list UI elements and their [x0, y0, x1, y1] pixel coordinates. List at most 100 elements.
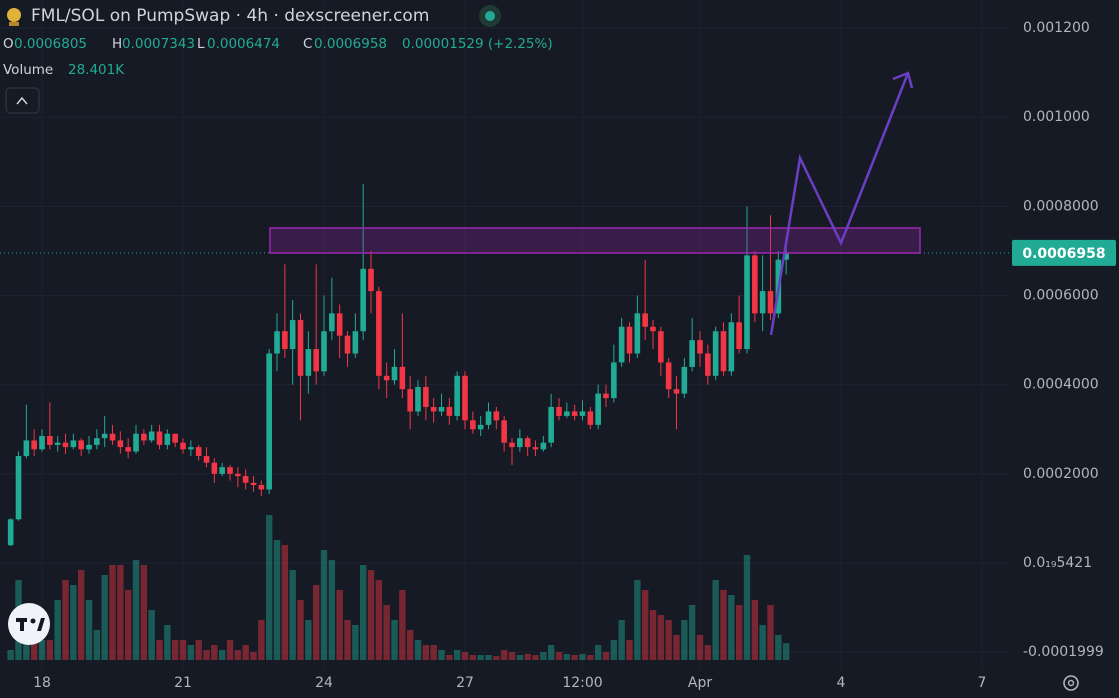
x-tick-label: 21 [174, 675, 192, 691]
ohlc-value: 0.0006958 [314, 36, 387, 52]
candle-body [313, 349, 319, 372]
volume-bar [38, 640, 46, 660]
token-icon [7, 8, 21, 22]
ohlc-value: 0.0006805 [14, 36, 87, 52]
candle-body [62, 442, 69, 448]
candle-body [23, 440, 30, 457]
volume-bar [320, 550, 328, 660]
collapse-button[interactable] [5, 87, 40, 114]
candle-body [626, 326, 633, 354]
candle-body [94, 438, 100, 445]
candle-body [744, 255, 750, 350]
volume-bar [93, 630, 101, 660]
logo[interactable] [8, 603, 50, 645]
volume-bar [187, 645, 195, 660]
volume-bar [226, 640, 234, 660]
volume-bar [728, 595, 735, 660]
candle-body [78, 440, 84, 450]
volume-bar [367, 570, 375, 660]
volume-bar [156, 640, 163, 660]
candle-body [618, 326, 625, 363]
candle-body [658, 331, 664, 363]
candle-body [266, 353, 272, 490]
volume-title: Volume [3, 62, 53, 78]
candle-body [438, 406, 445, 412]
volume-bar [336, 590, 343, 660]
volume-bar [477, 655, 484, 660]
volume-bar [681, 620, 688, 660]
candle-body [728, 322, 735, 372]
volume-bar [579, 654, 586, 660]
volume-bar [23, 630, 30, 660]
candle-body [125, 447, 131, 452]
y-tick-label: 0.0004000 [1023, 377, 1099, 393]
volume-bar [171, 640, 179, 660]
candle-body [407, 389, 413, 412]
volume-bar [602, 652, 610, 660]
volume-bar [634, 580, 641, 660]
candle-body [195, 447, 202, 457]
volume-bar [140, 565, 148, 660]
volume-bar [414, 640, 422, 660]
settings-icon[interactable] [1063, 675, 1079, 691]
collapse-icon [16, 96, 28, 105]
candle-body [415, 386, 421, 412]
candle-layer [0, 184, 1010, 547]
candle-body [156, 431, 163, 445]
candle-body [329, 313, 335, 332]
volume-bar [77, 570, 85, 660]
volume-bar [179, 640, 187, 660]
x-tick-label: 18 [33, 675, 51, 691]
volume-bar [571, 655, 578, 660]
volume-bar [469, 655, 477, 660]
candle-body [399, 366, 406, 390]
status-dot [485, 11, 495, 21]
candle-body [235, 473, 241, 477]
candle-body [532, 447, 539, 450]
candle-body [54, 442, 61, 445]
volume-bar [85, 600, 93, 660]
candle-body [321, 331, 327, 372]
volume-bar [649, 610, 657, 660]
candle-body [133, 433, 139, 452]
candle-body [70, 440, 77, 448]
candle-body [689, 340, 695, 367]
volume-bar [485, 655, 492, 660]
candle-body [297, 320, 304, 376]
x-tick-label: 12:00 [562, 675, 602, 691]
volume-bar [767, 605, 774, 660]
candle-body [462, 375, 468, 421]
volume-bar [696, 635, 704, 660]
volume-bar [359, 565, 367, 660]
volume-bar [688, 605, 696, 660]
candle-body [383, 375, 390, 381]
candle-body [571, 411, 578, 416]
volume-bar [281, 545, 289, 660]
candle-body [540, 442, 547, 450]
volume-bar [626, 640, 633, 660]
volume-bar [446, 655, 453, 660]
volume-bar [704, 645, 712, 660]
candle-body [650, 326, 656, 332]
candle-body [477, 424, 484, 430]
x-tick-label: Apr [688, 675, 712, 691]
candle-body [470, 420, 476, 430]
volume-bar [406, 630, 414, 660]
candle-body [360, 268, 366, 332]
volume-bar [234, 650, 242, 660]
volume-bar [453, 650, 461, 660]
chart-title: FML/SOL on PumpSwap · 4h · dexscreener.c… [31, 6, 429, 26]
volume-bar [587, 655, 594, 660]
candle-body [759, 291, 766, 314]
volume-bar [383, 605, 390, 660]
change-label: 0.00001529 (+2.25%) [402, 36, 553, 52]
volume-bar [547, 645, 555, 660]
volume-bar [610, 640, 618, 660]
candle-body [783, 252, 789, 260]
candle-body [352, 331, 359, 354]
volume-bar [461, 652, 469, 660]
x-tick-label: 4 [837, 675, 846, 691]
volume-bar [195, 640, 202, 660]
candle-body [712, 331, 719, 376]
